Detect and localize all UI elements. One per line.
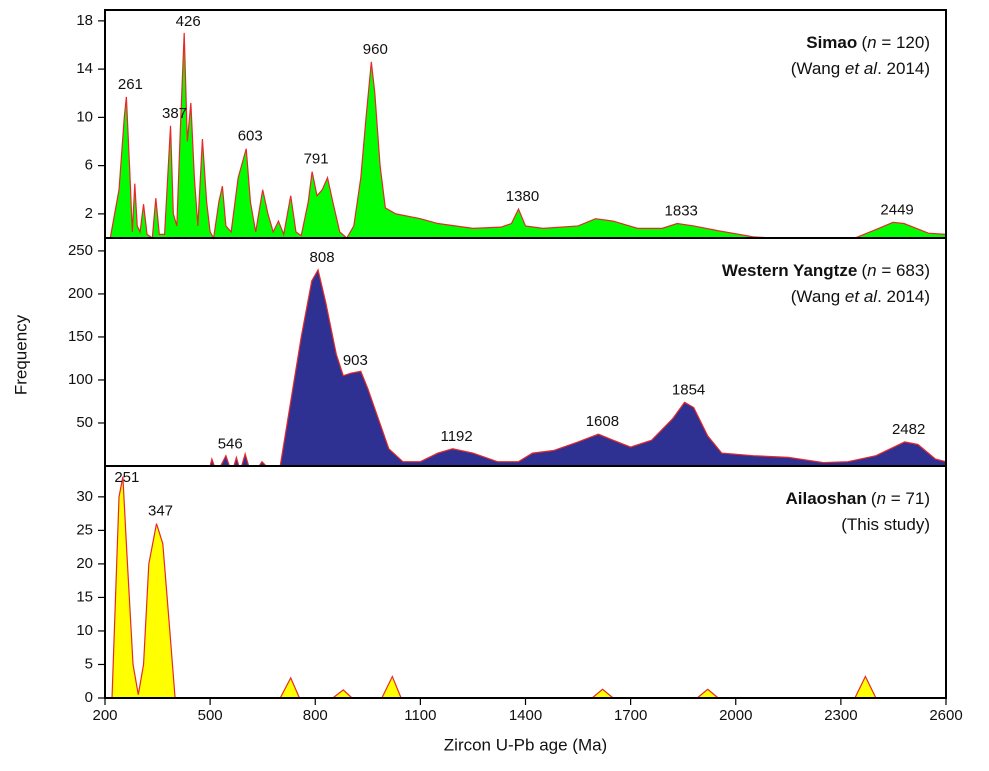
panel-title: Simao (n = 120) [806, 33, 930, 52]
sample-size: = 71) [886, 489, 930, 508]
y-tick-label: 5 [85, 655, 93, 672]
peak-label: 1854 [672, 381, 705, 398]
panel-title: Ailaoshan (n = 71) [785, 489, 930, 508]
peak-label: 426 [176, 13, 201, 30]
panel-name: Western Yangtze [722, 261, 857, 280]
y-tick-label: 25 [76, 521, 93, 538]
panel-title: Western Yangtze (n = 683) [722, 261, 930, 280]
peak-label: 1192 [440, 428, 472, 445]
y-tick-label: 10 [76, 108, 93, 125]
y-tick-label: 0 [85, 689, 93, 706]
source: . 2014) [877, 59, 930, 78]
y-tick-label: 250 [68, 242, 93, 259]
y-tick-label: 150 [68, 328, 93, 345]
peak-label: 1608 [586, 413, 619, 430]
sample-size: ( [861, 33, 867, 52]
peak-label: 603 [238, 128, 263, 145]
y-tick-label: 10 [76, 622, 93, 639]
source: (Wang [791, 287, 845, 306]
panel-source: (Wang et al. 2014) [791, 287, 930, 306]
sample-size: n [877, 489, 886, 508]
peak-label: 251 [114, 469, 139, 486]
peak-label: 1833 [665, 202, 698, 219]
x-tick-label: 2000 [719, 707, 752, 724]
source: et al [845, 287, 878, 306]
panel-name: Simao [806, 33, 857, 52]
sample-size: = 120) [877, 33, 930, 52]
x-tick-label: 2300 [824, 707, 857, 724]
panel-source: (Wang et al. 2014) [791, 59, 930, 78]
y-tick-label: 30 [76, 488, 93, 505]
x-tick-label: 200 [92, 707, 117, 724]
area [110, 32, 947, 238]
peak-label: 2449 [880, 201, 913, 218]
peak-label: 2482 [892, 421, 925, 438]
y-tick-label: 18 [76, 12, 93, 29]
x-tick-label: 500 [198, 707, 223, 724]
x-tick-label: 2600 [929, 707, 962, 724]
peak-label: 546 [218, 436, 243, 453]
line [111, 476, 877, 699]
line [209, 268, 947, 467]
peak-label: 261 [118, 76, 143, 93]
y-axis-label: Frequency [11, 314, 30, 395]
x-tick-label: 1700 [614, 707, 647, 724]
panel-name: Ailaoshan [785, 489, 866, 508]
peak-label: 791 [304, 151, 329, 168]
x-axis-label: Zircon U-Pb age (Ma) [444, 735, 607, 754]
x-tick-label: 800 [303, 707, 328, 724]
panel-source: (This study) [841, 515, 930, 534]
sample-size: n [867, 33, 876, 52]
x-tick-label: 1100 [404, 707, 436, 724]
source: et al [845, 59, 878, 78]
y-tick-label: 20 [76, 555, 93, 572]
source: (Wang [791, 59, 845, 78]
x-tick-label: 1400 [509, 707, 542, 724]
area [112, 476, 876, 698]
sample-size: = 683) [877, 261, 930, 280]
y-tick-label: 15 [76, 588, 93, 605]
peak-label: 903 [343, 352, 368, 369]
panel-frame [104, 465, 947, 699]
sample-size: n [867, 261, 876, 280]
y-tick-label: 2 [85, 205, 93, 222]
sample-size: ( [871, 489, 877, 508]
line [109, 32, 947, 240]
y-tick-label: 200 [68, 285, 93, 302]
peak-label: 387 [162, 105, 187, 122]
y-tick-label: 6 [85, 157, 93, 174]
sample-size: ( [861, 261, 867, 280]
source: (This study) [841, 515, 930, 534]
peak-label: 347 [148, 503, 173, 520]
y-tick-label: 14 [76, 60, 93, 77]
y-tick-label: 50 [76, 414, 93, 431]
peak-label: 960 [363, 41, 388, 58]
peak-label: 1380 [506, 188, 539, 205]
y-tick-label: 100 [68, 371, 93, 388]
peak-label: 808 [310, 249, 335, 266]
source: . 2014) [877, 287, 930, 306]
